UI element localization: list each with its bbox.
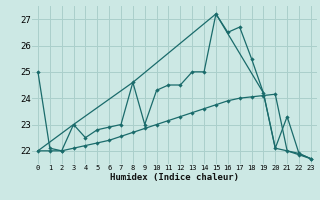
X-axis label: Humidex (Indice chaleur): Humidex (Indice chaleur)	[110, 173, 239, 182]
